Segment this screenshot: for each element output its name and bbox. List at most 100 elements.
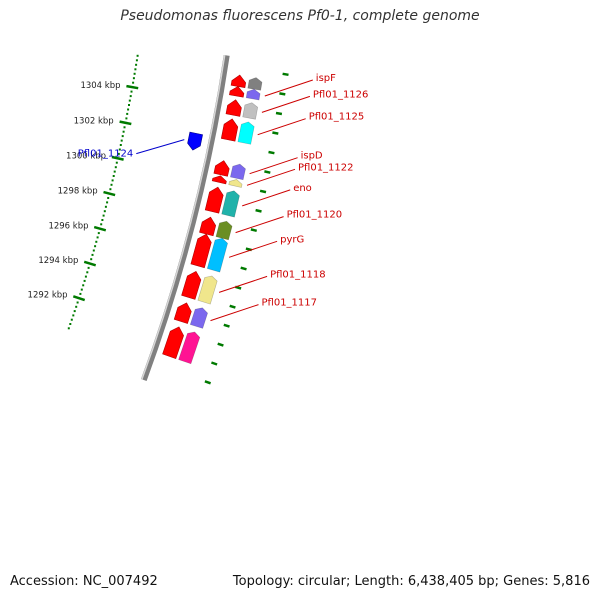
gene-label: pyrG	[280, 234, 304, 245]
outer-scale-tick	[204, 380, 212, 385]
gene-feature	[245, 88, 261, 101]
ruler-minor-tick	[128, 104, 130, 106]
gene-label: Pfl01_1125	[309, 112, 365, 123]
ruler-minor-tick	[127, 108, 130, 111]
outer-scale-tick	[229, 304, 236, 309]
gene-feature	[237, 121, 255, 145]
cds-arrow	[225, 99, 242, 117]
cds-arrow	[213, 160, 230, 177]
ruler-minor-tick	[132, 77, 135, 80]
ruler-minor-tick	[123, 126, 126, 129]
ruler-label: 1302 kbp	[74, 116, 114, 126]
ruler-minor-tick	[90, 258, 93, 261]
ruler-label: 1296 kbp	[48, 222, 88, 232]
cds-arrow	[211, 175, 227, 185]
ruler-minor-tick	[111, 179, 114, 182]
ruler-minor-tick	[115, 161, 118, 164]
ruler-minor-tick	[106, 201, 109, 204]
accession-label: Accession: NC_007492	[10, 574, 158, 589]
gene-label: Pfl01_1126	[313, 89, 369, 100]
ruler-minor-tick	[75, 305, 78, 308]
ruler-label: 1300 kbp	[66, 152, 106, 162]
gene-label-leader	[242, 189, 291, 207]
ruler-minor-tick	[128, 99, 131, 102]
gene-label: eno	[293, 183, 312, 194]
ruler-minor-tick	[94, 245, 97, 248]
ruler-minor-tick	[79, 292, 82, 295]
genome-backbone	[140, 54, 230, 382]
gene-label-leader	[136, 139, 185, 155]
outer-scale-tick	[250, 228, 257, 233]
ruler-major-tick	[111, 155, 124, 161]
ruler-minor-tick	[114, 166, 117, 169]
ruler-major-tick	[72, 295, 86, 302]
gene-feature	[197, 275, 218, 305]
ruler-label: 1304 kbp	[80, 81, 120, 91]
outer-scale-tick	[210, 361, 218, 366]
gene-label-leader	[210, 304, 259, 322]
gene-label-leader	[249, 157, 298, 175]
cds-arrow	[173, 302, 192, 324]
gene-feature	[187, 131, 203, 151]
outer-scale-tick	[240, 266, 247, 271]
ruler-minor-tick	[69, 323, 72, 325]
outer-scale-tick	[255, 208, 262, 213]
ruler-minor-tick	[118, 148, 121, 151]
cds-arrow	[230, 74, 247, 88]
gene-feature	[230, 163, 246, 181]
ruler-minor-tick	[84, 275, 87, 278]
gene-label-leader	[235, 216, 284, 234]
ruler-minor-tick	[101, 219, 104, 221]
ruler-minor-tick	[91, 253, 94, 256]
gene-label-leader	[264, 79, 313, 97]
gene-label-leader	[218, 275, 268, 293]
ruler-label: 1298 kbp	[58, 187, 98, 197]
ruler-minor-tick	[113, 170, 116, 173]
gene-label: ispD	[301, 151, 323, 162]
gene-feature	[228, 179, 243, 188]
ruler-minor-tick	[125, 117, 128, 120]
ruler-minor-tick	[109, 188, 112, 191]
gene-label: Pfl01_1118	[270, 269, 326, 280]
ruler-major-tick	[126, 84, 139, 90]
gene-label: Pfl01_1122	[298, 162, 354, 173]
ruler-minor-tick	[117, 152, 120, 155]
ruler-minor-tick	[119, 144, 122, 146]
ruler-minor-tick	[73, 310, 76, 313]
ruler-minor-tick	[136, 54, 139, 57]
cds-arrow	[162, 326, 184, 359]
ruler-minor-tick	[87, 266, 90, 269]
outer-scale-tick	[223, 323, 230, 328]
ruler-label: 1294 kbp	[38, 256, 78, 266]
ruler-minor-tick	[112, 175, 115, 177]
outer-scale-tick	[217, 342, 224, 347]
ruler-minor-tick	[92, 249, 95, 252]
ruler-minor-tick	[80, 288, 83, 291]
gene-feature	[189, 307, 208, 329]
cds-arrow	[190, 233, 212, 269]
ruler-minor-tick	[104, 205, 107, 208]
ruler-minor-tick	[95, 240, 98, 243]
ruler-minor-tick	[96, 236, 99, 239]
gene-label: Pfl01_1117	[262, 298, 318, 309]
ruler-minor-tick	[86, 271, 89, 274]
gene-label: ispF	[316, 73, 336, 84]
cds-arrow	[204, 186, 224, 214]
ruler-minor-tick	[83, 279, 86, 282]
ruler-minor-tick	[110, 183, 113, 186]
ruler-minor-tick	[130, 90, 133, 93]
gene-feature	[221, 190, 240, 218]
gene-feature	[178, 331, 201, 365]
gene-label: Pfl01_1124	[78, 149, 134, 160]
outer-scale-tick	[275, 111, 283, 116]
ruler-minor-tick	[107, 197, 110, 199]
ruler-minor-tick	[120, 139, 123, 142]
gene-feature	[206, 237, 228, 273]
ruler-major-tick	[83, 260, 97, 267]
ruler-label: 1292 kbp	[28, 291, 68, 301]
ruler-major-tick	[103, 190, 116, 197]
gene-feature	[247, 77, 263, 91]
genome-backbone-highlight	[141, 54, 226, 380]
